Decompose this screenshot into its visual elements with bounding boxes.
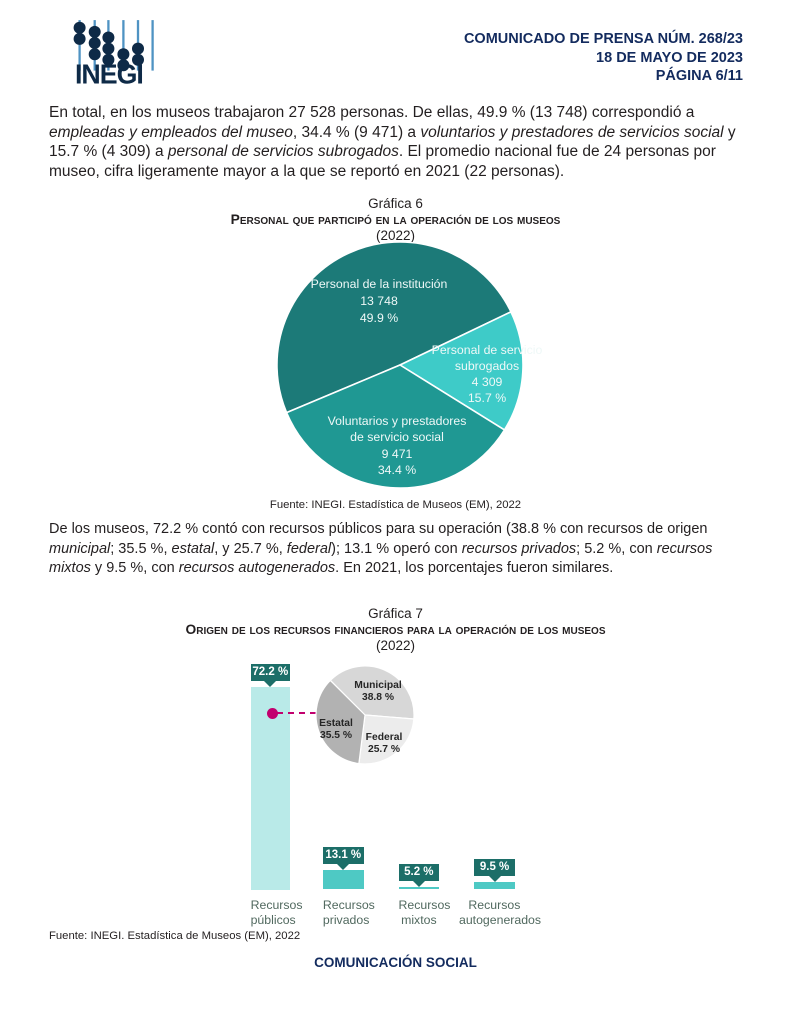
svg-text:Municipal: Municipal bbox=[354, 680, 402, 691]
svg-text:38.8 %: 38.8 % bbox=[362, 692, 394, 703]
svg-text:Estatal: Estatal bbox=[319, 718, 353, 729]
svg-text:35.5 %: 35.5 % bbox=[320, 730, 352, 741]
svg-text:Federal: Federal bbox=[366, 732, 403, 743]
svg-text:25.7 %: 25.7 % bbox=[368, 744, 400, 755]
